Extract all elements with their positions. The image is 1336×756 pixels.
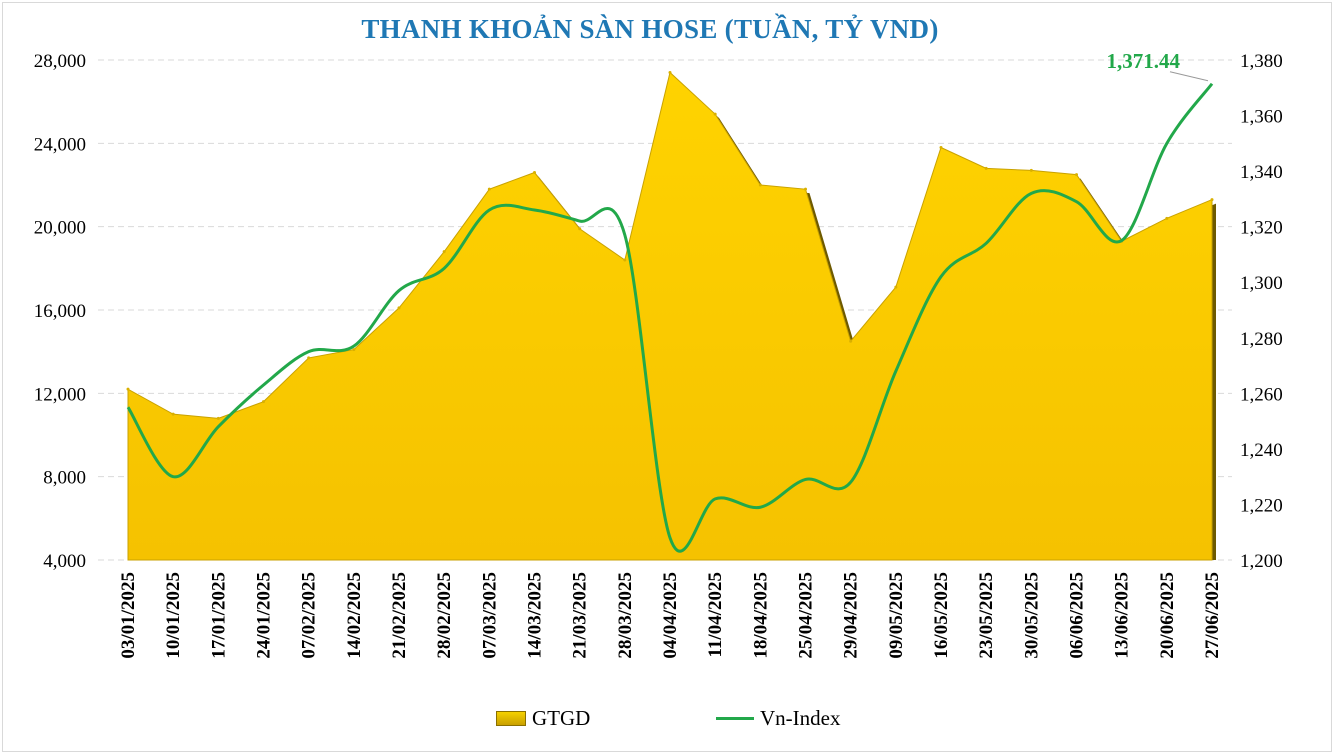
x-tick-label: 03/01/2025	[118, 572, 139, 659]
legend-item-vnindex: Vn-Index	[716, 706, 840, 731]
y-right-tick-label: 1,240	[1240, 440, 1283, 461]
legend-swatch-line	[716, 717, 754, 720]
x-tick-label: 16/05/2025	[931, 572, 952, 659]
y-right-tick-label: 1,280	[1240, 329, 1283, 350]
gtgd-point	[262, 400, 265, 404]
x-tick-label: 28/03/2025	[615, 572, 636, 659]
gtgd-point	[1165, 216, 1169, 220]
y-right-tick-label: 1,300	[1240, 273, 1283, 294]
x-tick-label: 10/01/2025	[163, 572, 184, 659]
gtgd-point	[849, 339, 853, 343]
y-right-tick-label: 1,320	[1240, 218, 1283, 239]
y-left-tick-label: 8,000	[43, 468, 86, 489]
y-right-tick-label: 1,360	[1240, 107, 1283, 128]
legend-label-vnindex: Vn-Index	[760, 706, 841, 730]
x-tick-label: 06/06/2025	[1067, 572, 1088, 659]
gtgd-point	[578, 227, 582, 231]
x-tick-label: 21/02/2025	[389, 572, 410, 659]
gtgd-point	[442, 250, 446, 254]
gtgd-area	[127, 71, 1213, 561]
x-tick-label: 09/05/2025	[886, 572, 907, 659]
gtgd-point	[126, 387, 130, 391]
gtgd-point	[984, 166, 988, 170]
x-tick-label: 21/03/2025	[570, 572, 591, 659]
legend-swatch-area	[496, 711, 526, 726]
y-left-tick-label: 12,000	[34, 384, 86, 405]
gtgd-point	[487, 187, 491, 191]
gtgd-point	[352, 348, 356, 352]
gtgd-point	[623, 258, 627, 262]
legend-item-gtgd: GTGD	[496, 706, 590, 731]
x-tick-label: 17/01/2025	[208, 572, 229, 659]
chart-title: THANH KHOẢN SÀN HOSE (TUẦN, TỶ VND)	[361, 14, 939, 44]
gtgd-point	[713, 112, 717, 116]
gtgd-point	[894, 285, 898, 289]
gtgd-point	[1029, 168, 1033, 172]
gtgd-point	[804, 187, 807, 191]
gtgd-point	[939, 146, 943, 149]
gtgd-point	[668, 71, 672, 74]
x-tick-label: 23/05/2025	[976, 572, 997, 659]
x-tick-label: 25/04/2025	[796, 572, 817, 659]
gtgd-point	[397, 306, 401, 310]
last-value-label: 1,371.44	[1107, 49, 1181, 73]
x-tick-label: 04/04/2025	[660, 572, 681, 659]
x-tick-label: 07/03/2025	[479, 572, 500, 659]
gtgd-point	[1210, 198, 1214, 202]
y-right-tick-label: 1,380	[1240, 51, 1283, 72]
x-tick-label: 28/02/2025	[434, 572, 455, 659]
x-tick-label: 13/06/2025	[1112, 572, 1133, 659]
gtgd-point	[307, 356, 311, 360]
y-left-tick-label: 24,000	[34, 134, 86, 155]
gtgd-point	[171, 412, 175, 416]
x-tick-label: 30/05/2025	[1021, 572, 1042, 659]
y-left-tick-label: 20,000	[34, 218, 86, 239]
y-left-tick-label: 4,000	[43, 551, 86, 572]
x-tick-label: 07/02/2025	[299, 572, 320, 659]
legend-label-gtgd: GTGD	[532, 706, 591, 730]
gtgd-point	[1075, 173, 1078, 177]
gtgd-point	[758, 183, 762, 187]
gtgd-point	[533, 171, 536, 174]
x-tick-label: 14/03/2025	[525, 572, 546, 659]
x-tick-label: 11/04/2025	[705, 572, 726, 658]
x-tick-label: 14/02/2025	[344, 572, 365, 659]
y-right-tick-label: 1,200	[1240, 551, 1283, 572]
x-tick-label: 18/04/2025	[750, 572, 771, 659]
y-right-tick-label: 1,340	[1240, 162, 1283, 183]
y-left-tick-label: 28,000	[34, 51, 86, 72]
y-right-tick-label: 1,260	[1240, 384, 1283, 405]
x-tick-label: 27/06/2025	[1202, 572, 1223, 659]
x-tick-label: 20/06/2025	[1157, 572, 1178, 659]
y-right-tick-label: 1,220	[1240, 495, 1283, 516]
y-left-tick-label: 16,000	[34, 301, 86, 322]
x-tick-label: 24/01/2025	[254, 572, 275, 659]
x-tick-label: 29/04/2025	[841, 572, 862, 659]
last-value-leader	[1169, 71, 1209, 82]
gtgd-point	[216, 416, 220, 420]
